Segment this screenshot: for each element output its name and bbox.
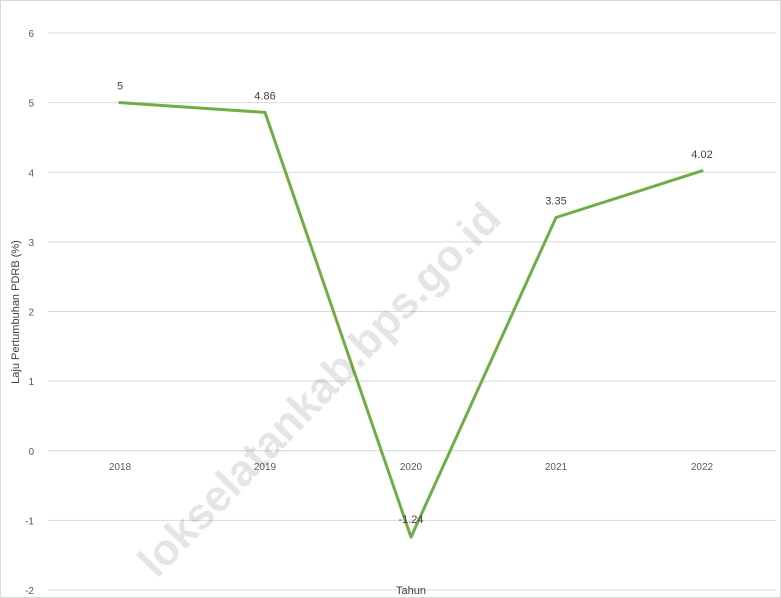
data-labels: 5 4.86 -1.24 3.35 4.02: [117, 81, 713, 526]
data-point: [700, 169, 704, 173]
data-point: [263, 110, 267, 114]
data-point: [409, 535, 413, 539]
gridlines: [48, 32, 776, 591]
watermark: lokselatankab.bps.go.id: [129, 194, 511, 587]
y-tick-label: -1: [25, 516, 34, 527]
data-label: -1.24: [398, 514, 423, 526]
y-tick-label: 4: [28, 168, 34, 179]
x-tick-label: 2020: [400, 462, 423, 473]
x-axis-title: Tahun: [396, 585, 426, 597]
y-tick-label: 0: [28, 447, 34, 458]
x-tick-label: 2022: [691, 462, 714, 473]
data-label: 3.35: [545, 196, 566, 208]
data-label: 5: [117, 81, 123, 93]
y-tick-label: 5: [28, 99, 34, 110]
x-tick-label: 2021: [545, 462, 568, 473]
series-layer: [118, 101, 704, 539]
x-tick-label: 2019: [254, 462, 277, 473]
y-tick-label: 3: [28, 238, 34, 249]
data-label: 4.02: [691, 149, 712, 161]
data-label: 4.86: [254, 90, 275, 102]
y-tick-label: 1: [28, 377, 34, 388]
y-tick-label: -2: [25, 586, 34, 597]
y-tick-labels: 6 5 4 3 2 1 0 -1 -2: [25, 29, 34, 597]
x-tick-labels: 2018 2019 2020 2021 2022: [109, 462, 714, 473]
y-axis-title: Laju Pertumbuhan PDRB (%): [10, 240, 22, 384]
data-point: [554, 216, 558, 220]
data-point: [118, 101, 122, 105]
y-tick-label: 6: [28, 29, 34, 40]
x-tick-label: 2018: [109, 462, 132, 473]
y-tick-label: 2: [28, 308, 34, 319]
